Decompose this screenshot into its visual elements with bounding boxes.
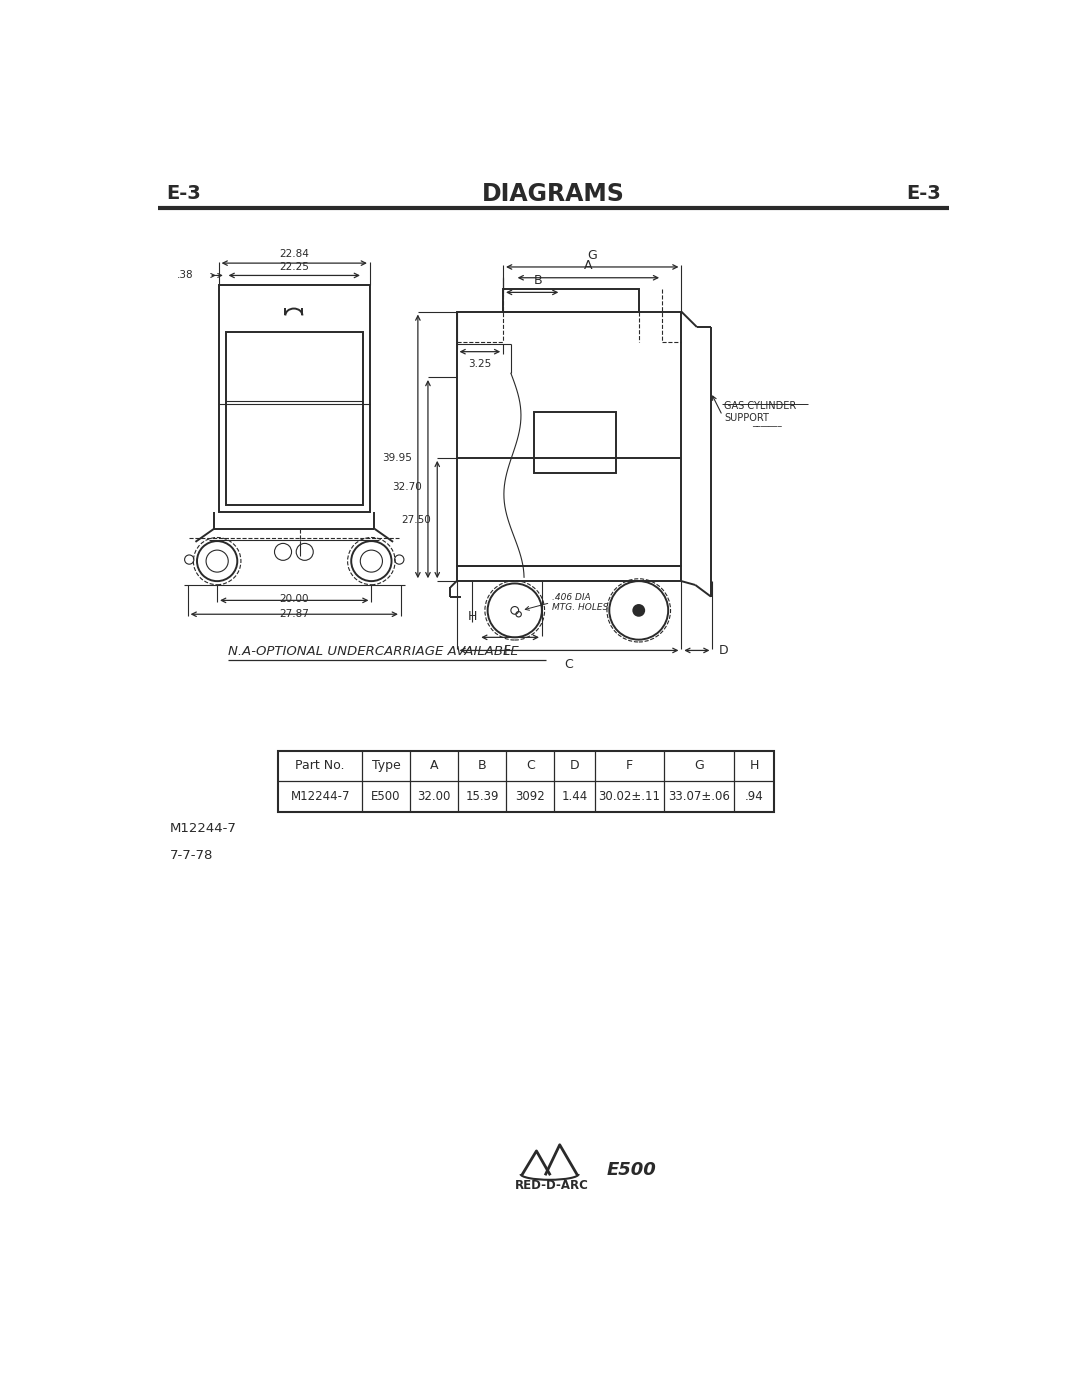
Text: H: H bbox=[750, 760, 759, 773]
Bar bbox=[503, 289, 638, 312]
Text: 7-7-78: 7-7-78 bbox=[170, 849, 213, 862]
Text: M12244-7: M12244-7 bbox=[170, 823, 237, 835]
Text: 32.70: 32.70 bbox=[392, 482, 422, 492]
Text: D: D bbox=[718, 644, 728, 657]
Text: C: C bbox=[565, 658, 573, 671]
Text: B: B bbox=[535, 274, 543, 286]
Text: E-3: E-3 bbox=[166, 184, 201, 204]
Bar bbox=[218, 285, 369, 511]
Text: DIAGRAMS: DIAGRAMS bbox=[482, 182, 625, 205]
Text: C: C bbox=[526, 760, 535, 773]
Text: N.A-OPTIONAL UNDERCARRIAGE AVAILABLE: N.A-OPTIONAL UNDERCARRIAGE AVAILABLE bbox=[228, 645, 518, 658]
Text: GAS CYLINDER
SUPPORT: GAS CYLINDER SUPPORT bbox=[724, 401, 796, 422]
Text: 3.25: 3.25 bbox=[469, 359, 491, 369]
Bar bbox=[226, 331, 363, 504]
Text: M12244-7: M12244-7 bbox=[291, 791, 350, 803]
Text: 27.87: 27.87 bbox=[280, 609, 309, 619]
Text: G: G bbox=[588, 249, 597, 261]
Text: RED-D-ARC: RED-D-ARC bbox=[515, 1179, 589, 1192]
Text: 32.00: 32.00 bbox=[418, 791, 450, 803]
Text: 20.00: 20.00 bbox=[280, 594, 309, 605]
Text: 39.95: 39.95 bbox=[382, 453, 411, 462]
Text: E500: E500 bbox=[372, 791, 401, 803]
Text: .38: .38 bbox=[177, 271, 194, 281]
Text: E-3: E-3 bbox=[906, 184, 941, 204]
Text: .94: .94 bbox=[745, 791, 764, 803]
Bar bbox=[457, 312, 681, 566]
Text: F: F bbox=[503, 644, 511, 657]
Text: A: A bbox=[584, 260, 593, 272]
Text: G: G bbox=[694, 760, 704, 773]
Text: E500: E500 bbox=[606, 1161, 656, 1179]
Text: .406 DIA
MTG. HOLES: .406 DIA MTG. HOLES bbox=[552, 592, 608, 612]
Text: D: D bbox=[569, 760, 579, 773]
Text: 27.50: 27.50 bbox=[402, 514, 431, 524]
Bar bbox=[279, 750, 774, 812]
Text: 15.39: 15.39 bbox=[465, 791, 499, 803]
Text: A: A bbox=[430, 760, 438, 773]
Text: F: F bbox=[626, 760, 633, 773]
Bar bbox=[535, 412, 616, 474]
Circle shape bbox=[633, 605, 644, 616]
Text: Part No.: Part No. bbox=[296, 760, 345, 773]
Text: B: B bbox=[477, 760, 486, 773]
Text: 1.44: 1.44 bbox=[562, 791, 588, 803]
Text: _______: _______ bbox=[752, 418, 782, 427]
Bar bbox=[457, 566, 681, 581]
Text: 22.84: 22.84 bbox=[280, 249, 309, 258]
Text: 22.25: 22.25 bbox=[280, 261, 309, 271]
Text: 3092: 3092 bbox=[515, 791, 545, 803]
Text: H: H bbox=[468, 610, 476, 623]
Text: Type: Type bbox=[372, 760, 401, 773]
Text: 30.02±.11: 30.02±.11 bbox=[598, 791, 661, 803]
Text: 33.07±.06: 33.07±.06 bbox=[669, 791, 730, 803]
